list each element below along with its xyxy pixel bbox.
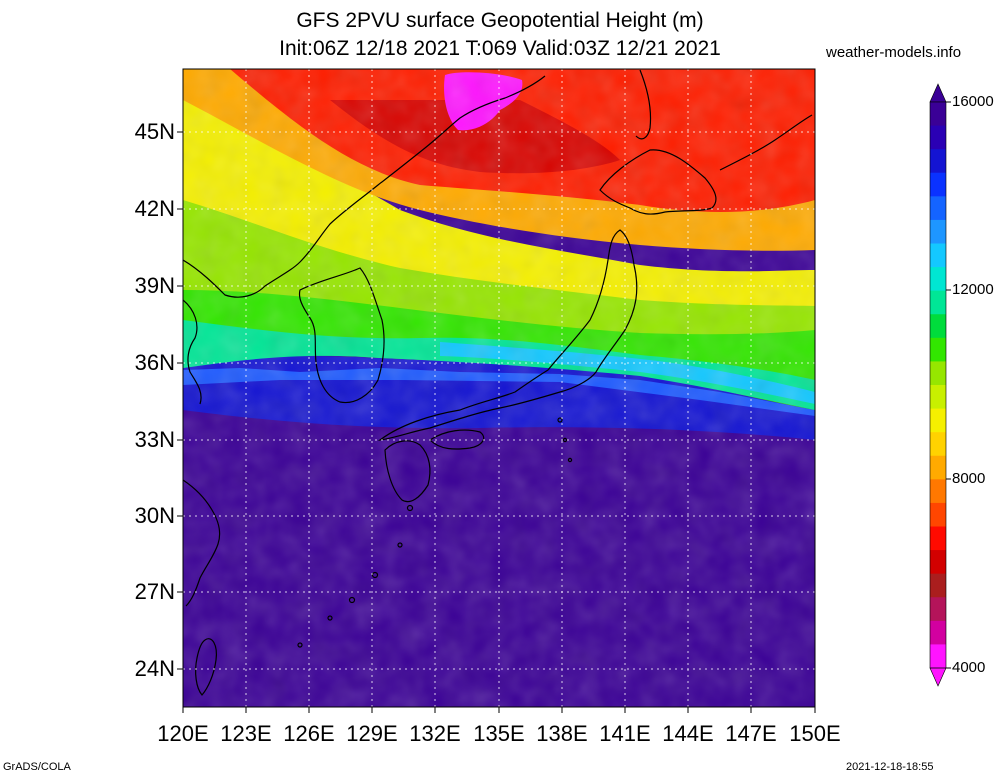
lon-label: 132E (409, 721, 461, 746)
axis-ticks (177, 131, 816, 713)
timestamp: 2021-12-18-18:55 (846, 761, 934, 773)
colorbar-swatch (930, 172, 946, 197)
colorbar-swatch (930, 455, 946, 480)
colorbar-swatch (930, 337, 946, 362)
colorbar-swatch (930, 479, 946, 504)
lat-label: 30N (134, 503, 175, 528)
lat-label: 45N (134, 119, 175, 144)
lat-label: 27N (134, 579, 175, 604)
lat-label: 36N (134, 350, 175, 375)
colorbar-swatch (930, 196, 946, 221)
colorbar-swatch (930, 219, 946, 244)
colorbar-swatch (930, 385, 946, 410)
colorbar-swatch (930, 526, 946, 551)
lat-label: 42N (134, 196, 175, 221)
lon-label: 150E (789, 721, 841, 746)
colorbar-swatch (930, 573, 946, 598)
colorbar-label: 8000 (952, 470, 986, 487)
colorbar-swatch (930, 550, 946, 575)
colorbar-swatch (930, 408, 946, 433)
lon-label: 129E (346, 721, 398, 746)
lon-label: 144E (662, 721, 714, 746)
colorbar-swatch (930, 267, 946, 292)
colorbar-label: 4000 (952, 659, 986, 676)
lon-label: 135E (473, 721, 525, 746)
colorbar-swatch (930, 502, 946, 527)
lon-label: 123E (220, 721, 272, 746)
colorbar-swatch (930, 597, 946, 622)
colorbar (929, 83, 951, 687)
lat-label: 24N (134, 656, 175, 681)
lat-label: 33N (134, 427, 175, 452)
colorbar-swatch (930, 125, 946, 150)
colorbar-swatch (930, 149, 946, 174)
colorbar-swatch (930, 361, 946, 386)
colorbar-swatch (930, 314, 946, 339)
lon-label: 147E (725, 721, 777, 746)
field-layer (183, 69, 815, 707)
chart-subtitle: Init:06Z 12/18 2021 T:069 Valid:03Z 12/2… (279, 37, 721, 60)
coastlines (183, 69, 813, 696)
colorbar-swatch (930, 644, 946, 669)
lon-label: 120E (157, 721, 209, 746)
colorbar-swatch (930, 290, 946, 315)
colorbar-swatch (930, 432, 946, 457)
colorbar-max-arrow (929, 83, 947, 103)
lon-label: 141E (599, 721, 651, 746)
colorbar-swatch (930, 102, 946, 127)
lon-label: 138E (536, 721, 588, 746)
colorbar-frame (929, 101, 947, 669)
colorbar-min-arrow (929, 667, 947, 687)
colorbar-label: 12000 (952, 281, 994, 298)
colorbar-swatch (930, 243, 946, 268)
colorbar-swatch (930, 620, 946, 645)
graticule (183, 69, 815, 707)
software-credit: GrADS/COLA (3, 761, 71, 773)
lat-label: 39N (134, 273, 175, 298)
colorbar-label: 16000 (952, 93, 994, 110)
site-credit: weather-models.info (826, 44, 962, 61)
chart-title: GFS 2PVU surface Geopotential Height (m) (296, 9, 704, 32)
lon-label: 126E (283, 721, 335, 746)
